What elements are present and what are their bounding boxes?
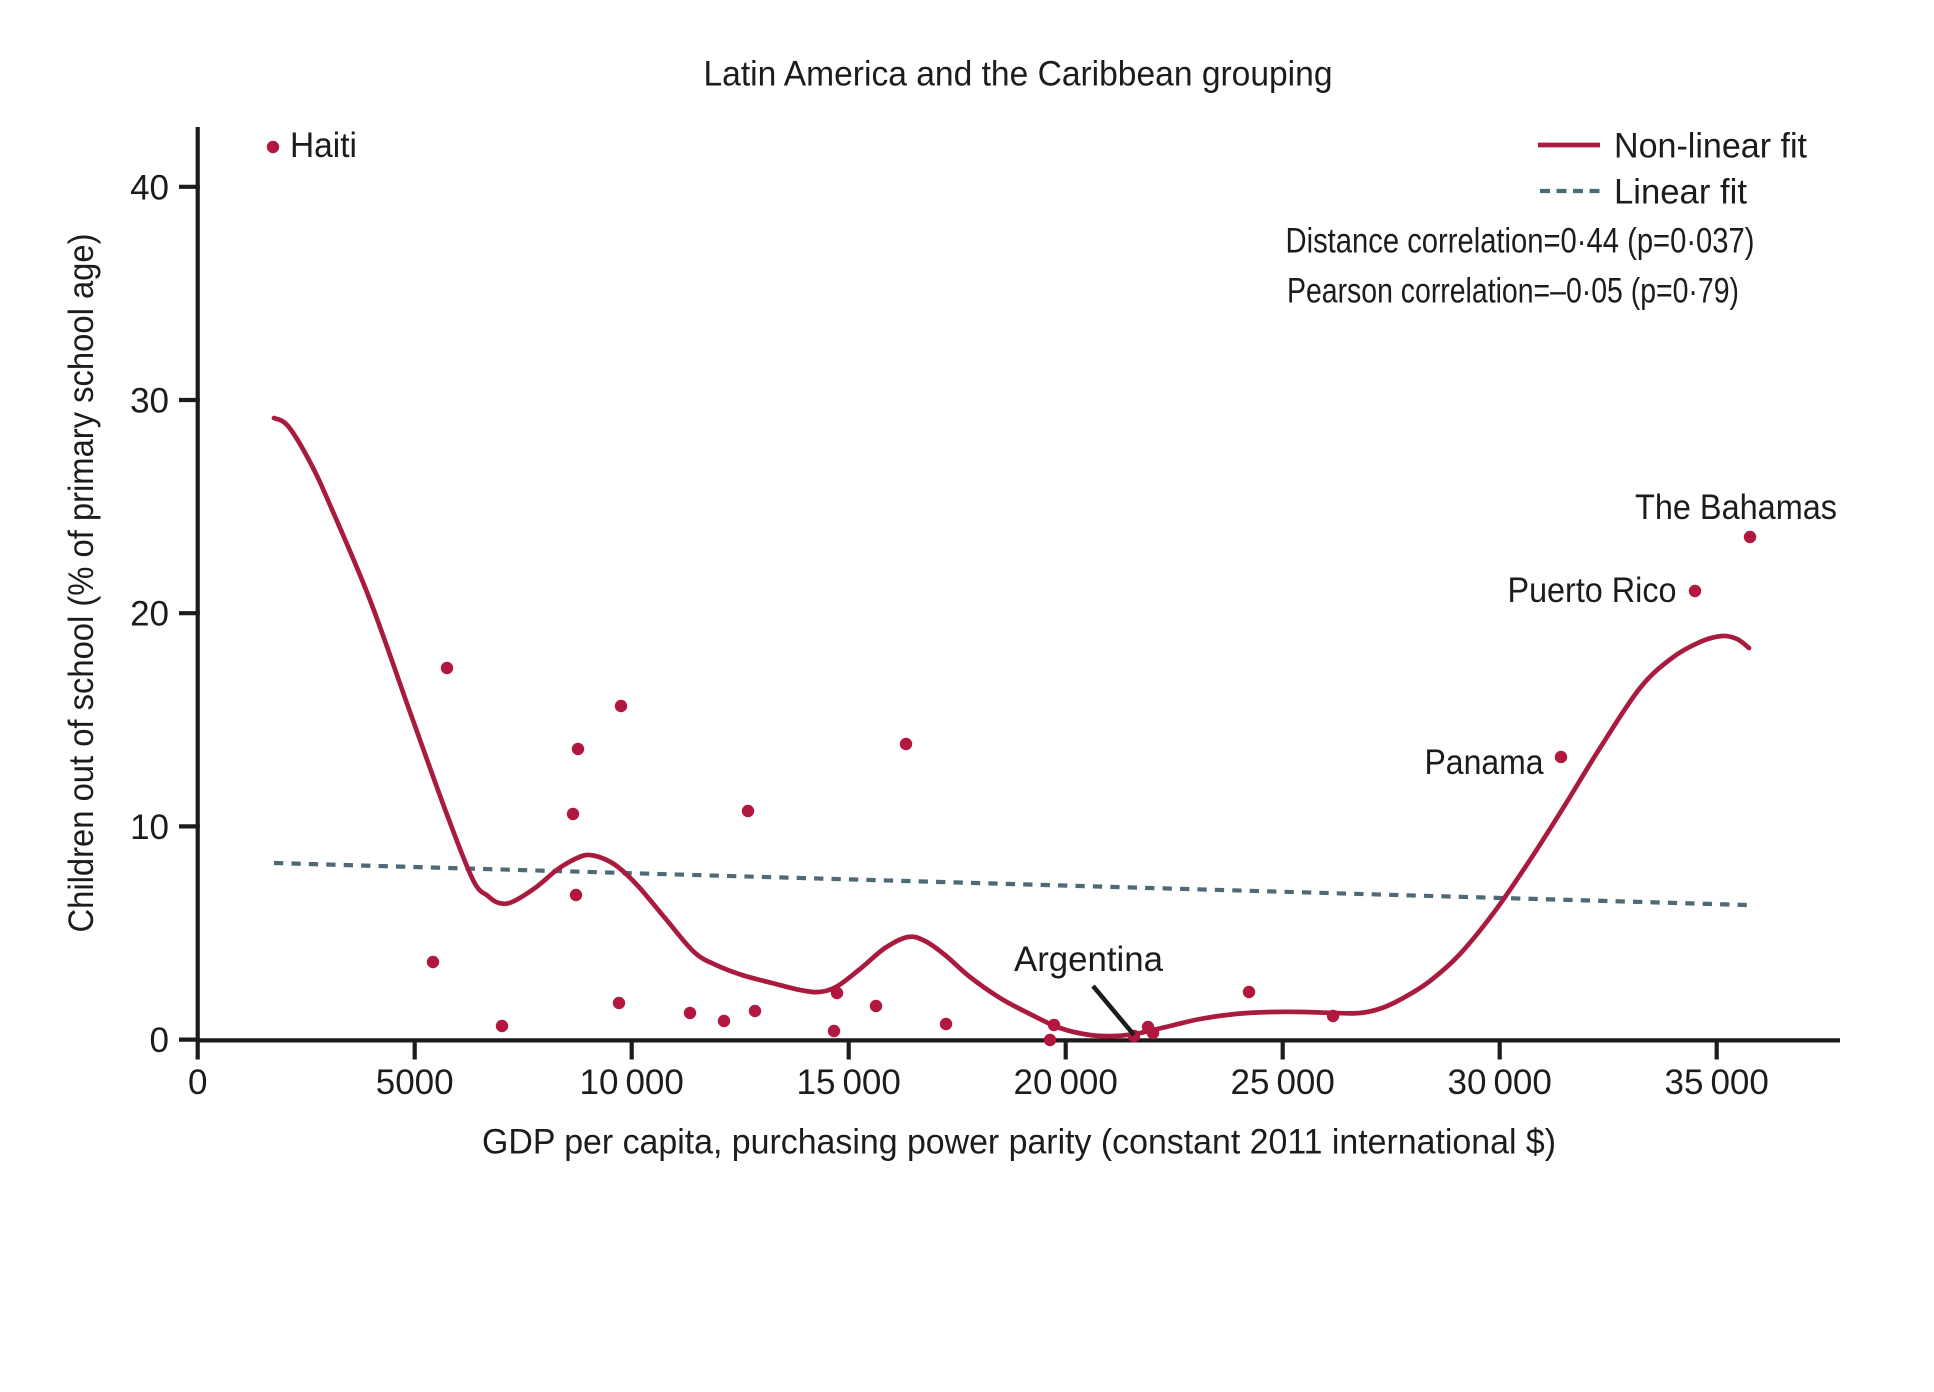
svg-text:GDP per capita, purchasing pow: GDP per capita, purchasing power parity … [482, 1123, 1556, 1162]
svg-text:40: 40 [130, 168, 169, 207]
svg-text:Children out of school (% of p: Children out of school (% of primary sch… [62, 234, 101, 933]
svg-text:15 000: 15 000 [797, 1063, 901, 1102]
svg-text:Non-linear fit: Non-linear fit [1614, 127, 1807, 166]
svg-text:The Bahamas: The Bahamas [1635, 488, 1837, 527]
svg-text:Panama: Panama [1425, 743, 1544, 782]
svg-text:Argentina: Argentina [1014, 940, 1164, 979]
svg-text:Haiti: Haiti [290, 126, 357, 165]
svg-text:30: 30 [130, 382, 169, 421]
svg-text:10 000: 10 000 [580, 1063, 684, 1102]
svg-text:5000: 5000 [376, 1063, 454, 1102]
svg-text:Linear fit: Linear fit [1614, 173, 1747, 212]
svg-text:Pearson correlation=–0·05 (p=0: Pearson correlation=–0·05 (p=0·79) [1287, 272, 1739, 311]
svg-text:10: 10 [130, 808, 169, 847]
svg-text:0: 0 [188, 1063, 207, 1102]
svg-text:20: 20 [130, 595, 169, 634]
svg-text:20 000: 20 000 [1014, 1063, 1118, 1102]
svg-text:Puerto Rico: Puerto Rico [1508, 571, 1677, 610]
svg-text:Latin America and the Caribbea: Latin America and the Caribbean grouping [704, 55, 1333, 94]
svg-text:Distance correlation=0·44 (p=0: Distance correlation=0·44 (p=0·037) [1286, 222, 1755, 261]
svg-text:0: 0 [150, 1021, 169, 1060]
svg-text:25 000: 25 000 [1231, 1063, 1335, 1102]
svg-text:35 000: 35 000 [1665, 1063, 1769, 1102]
svg-text:30 000: 30 000 [1448, 1063, 1552, 1102]
